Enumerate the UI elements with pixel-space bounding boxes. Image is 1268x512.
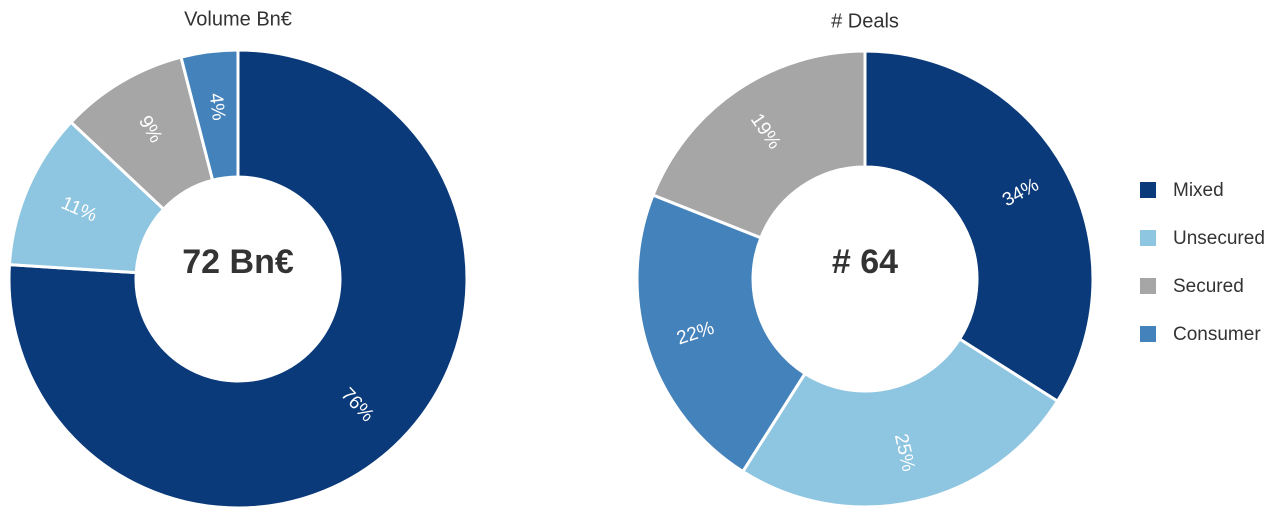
legend-swatch [1140, 326, 1156, 342]
legend-label: Secured [1173, 276, 1244, 297]
chart-title: Volume Bn€ [184, 8, 292, 30]
chart-title: # Deals [831, 10, 899, 32]
center-label: 72 Bn€ [182, 243, 294, 281]
slice [740, 336, 1060, 509]
slice-label: 4% [205, 92, 229, 122]
slice [651, 49, 867, 240]
slice [7, 48, 469, 510]
slice [863, 49, 1095, 404]
legend-label: Unsecured [1173, 228, 1265, 249]
center-label: # 64 [832, 243, 898, 281]
legend-swatch [1140, 182, 1156, 198]
legend-swatch [1140, 278, 1156, 294]
legend-label: Mixed [1173, 180, 1224, 201]
slice [179, 48, 240, 183]
slice [635, 193, 808, 474]
legend-swatch [1140, 230, 1156, 246]
legend-label: Consumer [1173, 324, 1261, 345]
